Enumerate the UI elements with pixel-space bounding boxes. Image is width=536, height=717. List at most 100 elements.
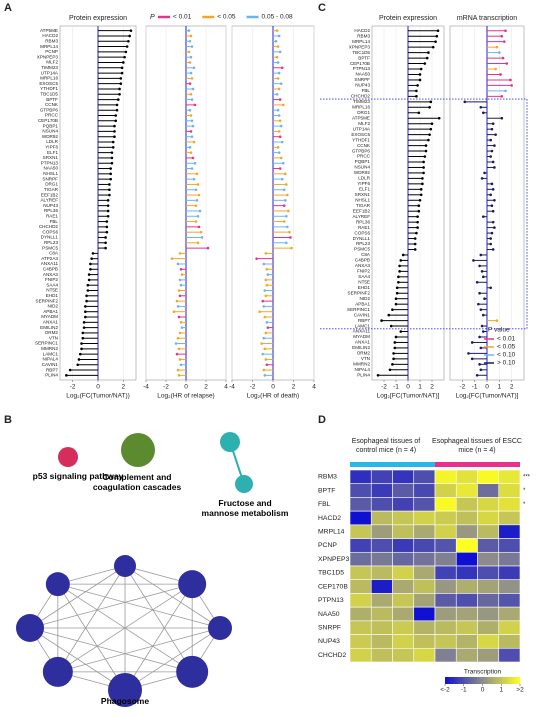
lollipop-dot	[491, 188, 495, 191]
row-label: COPS6	[42, 229, 58, 234]
lollipop-dot	[175, 299, 179, 303]
heatmap-cell	[413, 538, 436, 553]
lollipop-dot	[423, 62, 427, 65]
network-edge	[29, 583, 193, 629]
lollipop-dot	[493, 144, 496, 147]
lollipop-dot	[483, 171, 486, 175]
heatmap-cell	[370, 565, 393, 581]
row-label: EEF1B2	[41, 192, 59, 197]
lollipop-dot	[428, 133, 431, 136]
heatmap-cell	[434, 647, 457, 663]
row-label: PQBP1	[355, 159, 371, 164]
colorbar-tick-label: >2	[516, 687, 524, 694]
row-label: XPNPEP3	[349, 44, 371, 49]
lollipop-dot	[376, 373, 380, 377]
row-label: C8A	[49, 251, 59, 256]
lollipop-dot	[284, 199, 287, 202]
lollipop-dot	[120, 71, 124, 75]
row-label: MMRN2	[353, 362, 370, 367]
lollipop-dot	[281, 103, 285, 107]
lollipop-dot	[482, 275, 485, 279]
row-label: PSMC5	[354, 247, 370, 252]
heatmap-cell	[392, 565, 415, 581]
heatmap-cell	[498, 483, 521, 498]
lollipop-dot	[176, 368, 180, 372]
lollipop-dot	[418, 198, 422, 202]
lollipop-dot	[192, 66, 196, 70]
lollipop-dot	[258, 310, 261, 314]
lollipop-dot	[78, 352, 82, 356]
panel-label: A	[4, 2, 12, 14]
row-label: NID2	[48, 304, 59, 309]
heatmap-cell	[434, 538, 457, 553]
lollipop-dot	[264, 252, 268, 255]
colorbar-segment	[482, 677, 485, 684]
row-label: NIPAL4	[355, 367, 371, 372]
row-label: PLIN4	[357, 372, 370, 377]
lollipop-dot	[279, 82, 283, 85]
heatmap-cell	[370, 510, 393, 526]
colorbar-segment	[461, 677, 465, 684]
lollipop-dot	[436, 29, 440, 33]
lollipop-dot	[479, 368, 483, 372]
lollipop-dot	[490, 149, 494, 153]
row-label: BPTF	[46, 97, 58, 102]
heatmap-cell	[434, 497, 457, 512]
row-label: APBA1	[43, 309, 58, 314]
lollipop-dot	[282, 204, 286, 207]
lollipop-dot	[286, 225, 289, 229]
heatmap-cell	[413, 620, 436, 635]
lollipop-dot	[398, 270, 401, 273]
lollipop-dot	[255, 257, 258, 260]
row-label: PCNP	[45, 49, 58, 54]
heatmap-cell	[434, 634, 457, 649]
lollipop-dot	[129, 29, 133, 32]
network-edge	[57, 583, 221, 629]
lollipop-dot	[392, 352, 395, 355]
heatmap-cell	[455, 497, 478, 512]
lollipop-dot	[418, 73, 422, 76]
lollipop-dot	[86, 289, 90, 292]
lollipop-dot	[172, 310, 176, 314]
lollipop-dot	[106, 214, 110, 218]
row-label: ELF1	[359, 187, 370, 192]
lollipop-dot	[417, 111, 421, 115]
lollipop-dot	[475, 280, 479, 284]
heatmap-cell	[392, 551, 415, 567]
lollipop-dot	[290, 246, 293, 250]
x-tick-label: 2	[510, 384, 514, 391]
lollipop-dot	[472, 259, 475, 262]
row-label: EXOSC5	[39, 81, 58, 86]
row-label: NSUN4	[42, 129, 58, 134]
lollipop-dot	[398, 264, 401, 268]
row-label: ANXA11	[353, 329, 371, 334]
heatmap-cell	[498, 647, 521, 663]
heatmap-cell	[413, 497, 436, 512]
heatmap-cell	[455, 620, 478, 635]
heatmap-cell	[477, 579, 500, 594]
lollipop-dot	[189, 55, 193, 59]
heatmap-cell	[498, 551, 521, 567]
x-tick-label: -1	[393, 384, 399, 391]
lollipop-dot	[189, 71, 193, 75]
lollipop-dot	[179, 267, 183, 271]
network-edge	[57, 583, 126, 691]
row-label: APBA1	[355, 301, 370, 306]
row-label: ORM2	[357, 351, 371, 356]
lollipop-dot	[108, 188, 111, 192]
heatmap-cell	[392, 469, 415, 485]
heatmap-cell	[413, 469, 436, 485]
colorbar-segment	[452, 677, 455, 684]
colorbar-segment	[475, 677, 478, 684]
colorbar-segment	[506, 677, 510, 684]
lollipop-dot	[276, 61, 280, 64]
lollipop-dot	[490, 204, 494, 208]
lollipop-dot	[190, 77, 194, 80]
row-label: PTPN13	[41, 160, 59, 165]
lollipop-dot	[275, 29, 279, 32]
row-label: CAVIN1	[354, 312, 371, 317]
row-label: PRCC	[357, 154, 371, 159]
lollipop-dot	[91, 252, 95, 255]
row-label: TBC1D5	[318, 570, 344, 577]
lollipop-dot	[493, 166, 496, 169]
